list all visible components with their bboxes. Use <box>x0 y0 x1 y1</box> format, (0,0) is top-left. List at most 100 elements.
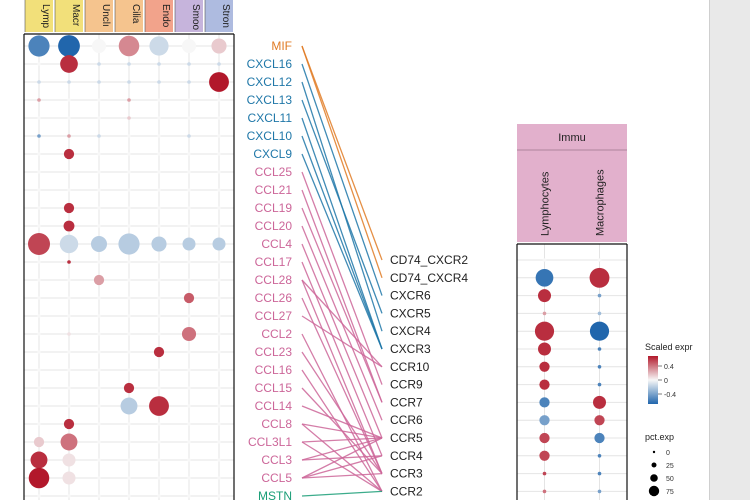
dot-ccl17-stron <box>217 260 221 264</box>
ligand-label-ccl15: CCL15 <box>255 381 293 395</box>
dot-ccl5-lymp <box>28 467 50 489</box>
col-header-stron <box>205 0 233 32</box>
col-header-smoo <box>175 0 203 32</box>
pct-legend-title: pct.exp <box>645 432 674 442</box>
dot-cxcl16-uncl <box>97 62 101 66</box>
pct-legend-dot <box>650 474 658 482</box>
dot-ccl17-lymp <box>37 260 41 264</box>
dot-ccl20-macr <box>63 220 75 232</box>
pct-legend-dot <box>651 462 657 468</box>
dot-ccl27-cilia <box>127 314 131 318</box>
dot-cxcl16-lymp <box>37 62 41 66</box>
ligand-label-cxcl12: CXCL12 <box>247 75 293 89</box>
dot-ccl15-lymp <box>37 386 41 390</box>
link-ccl8-ccr5 <box>301 423 383 439</box>
dot-mstn-lymp <box>37 494 41 498</box>
dot-ccl3l1-smoo <box>187 440 191 444</box>
col-label-uncl: Unclı <box>100 4 111 27</box>
link-ccl5-ccr4 <box>301 455 383 479</box>
expr-tick-label: 0 <box>664 378 668 385</box>
dot-ccr10-macrophages <box>597 365 602 369</box>
dot-ccl4-stron <box>212 237 226 251</box>
dot-cxcl13-lymp <box>37 98 41 102</box>
dot-ccl14-stron <box>217 404 221 408</box>
dot-ccl23-macr <box>67 350 71 354</box>
dot-ccl2-stron <box>217 332 221 336</box>
receptor-label-ccr10: CCR10 <box>390 360 430 374</box>
link-cxcl16-cxcr6 <box>301 63 383 296</box>
dot-cxcr6-lymphocytes <box>538 289 551 303</box>
dot-ccl20-lymp <box>37 224 41 228</box>
dot-ccl19-uncl <box>97 206 101 210</box>
dot-ccl2-cilia <box>127 332 131 336</box>
dot-cxcl10-stron <box>217 134 221 138</box>
link-cxcl11-cxcr3 <box>301 117 383 350</box>
dot-ccl23-lymp <box>37 350 41 354</box>
dot-ccl28-smoo <box>187 278 191 282</box>
dot-ccl3-stron <box>217 458 221 462</box>
receptor-label-cxcr5: CXCR5 <box>390 306 431 320</box>
dot-mif-uncl <box>91 38 107 54</box>
receptor-label-ccr4: CCR4 <box>390 449 423 463</box>
dot-ccl20-stron <box>217 224 221 228</box>
expr-tick-label: 0.4 <box>664 364 674 371</box>
dot-cxcl10-cilia <box>127 134 131 138</box>
dot-ccl8-cilia <box>127 422 131 426</box>
col-header-macr <box>55 0 83 32</box>
pct-legend-dot <box>652 450 656 454</box>
receptor-label-cxcr6: CXCR6 <box>390 289 431 303</box>
dot-cxcl10-smoo <box>187 134 191 138</box>
dot-cxcl16-cilia <box>127 62 131 66</box>
dot-cxcl12-macr <box>67 80 71 84</box>
group-header <box>517 124 627 242</box>
pct-legend-label: 0 <box>666 450 670 457</box>
ligand-label-ccl20: CCL20 <box>255 219 293 233</box>
receptor-label-cd74-cxcr2: CD74_CXCR2 <box>390 253 468 267</box>
ligand-label-ccl8: CCL8 <box>261 417 292 431</box>
dot-ccl25-uncl <box>97 170 101 174</box>
dot-cxcl10-endo <box>157 134 161 138</box>
figure-canvas <box>0 0 710 500</box>
dot-ccl26-macr <box>67 296 71 300</box>
window-edge-line <box>709 0 710 500</box>
ligand-label-ccl27: CCL27 <box>255 309 293 323</box>
ligand-label-ccl19: CCL19 <box>255 201 293 215</box>
dot-ccl20-smoo <box>187 224 191 228</box>
dot-ccl19-cilia <box>127 206 131 210</box>
ligand-label-ccl4: CCL4 <box>261 237 292 251</box>
links-layer <box>301 45 383 497</box>
dot-ccl26-endo <box>157 296 161 300</box>
ligand-label-ccl2: CCL2 <box>261 327 292 341</box>
dot-cxcr3-lymphocytes <box>538 342 551 356</box>
ligand-label-mif: MIF <box>271 39 292 53</box>
dot-cxcl9-uncl <box>97 152 101 156</box>
dot-ccl16-macr <box>67 368 71 372</box>
dot-ccl26-cilia <box>127 296 131 300</box>
dot-ccl26-stron <box>217 296 221 300</box>
dot-ccl25-macr <box>67 170 71 174</box>
dot-ccr2-macrophages <box>597 489 602 494</box>
dot-ccl21-endo <box>157 188 161 192</box>
dot-cxcl11-lymp <box>37 116 41 120</box>
dot-ccl16-stron <box>217 368 221 372</box>
dot-ccl8-macr <box>63 418 75 430</box>
ligand-label-mstn: MSTN <box>258 489 292 500</box>
dot-cxcl12-smoo <box>187 80 191 84</box>
receptor-label-ccr6: CCR6 <box>390 413 423 427</box>
dot-ccl4-uncl <box>90 235 108 253</box>
dot-ccr10-lymphocytes <box>539 361 550 372</box>
pct-legend-label: 25 <box>666 463 674 470</box>
dot-ccl19-macr <box>63 202 75 214</box>
dot-mif-stron <box>211 38 227 54</box>
dot-ccl4-endo <box>151 236 167 252</box>
col-label-lymphocytes: Lymphocytes <box>540 171 552 236</box>
dot-ccl4-lymp <box>28 233 50 255</box>
group-title: Immu <box>558 132 586 144</box>
dot-ccl26-smoo <box>183 292 195 304</box>
dot-cxcl10-macr <box>67 134 71 138</box>
dot-ccl27-endo <box>157 314 161 318</box>
dot-ccl16-uncl <box>97 368 101 372</box>
dot-ccl25-endo <box>157 170 161 174</box>
dot-cxcl12-uncl <box>97 80 101 84</box>
receptor-label-ccr7: CCR7 <box>390 395 423 409</box>
